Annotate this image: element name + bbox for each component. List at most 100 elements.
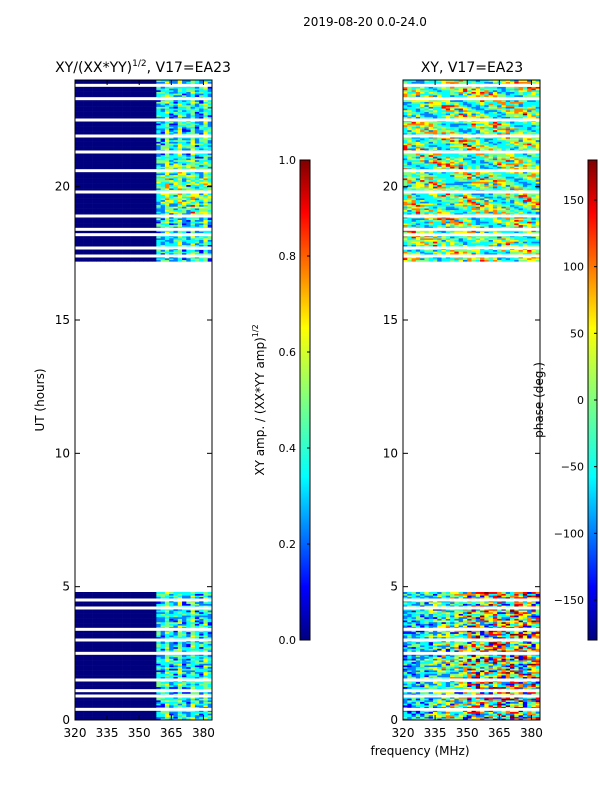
heatmap-cell xyxy=(104,658,110,661)
heatmap-cell xyxy=(100,592,106,594)
heatmap-cell xyxy=(169,129,174,132)
heatmap-cell xyxy=(139,676,144,679)
heatmap-cell xyxy=(199,661,204,664)
heatmap-cell xyxy=(156,156,161,159)
heatmap-cell xyxy=(83,660,89,663)
heatmap-cell xyxy=(194,238,200,240)
heatmap-cell xyxy=(96,611,101,614)
heatmap-cell xyxy=(182,156,187,159)
heatmap-cell xyxy=(152,592,157,594)
heatmap-cell xyxy=(186,671,191,674)
heatmap-cell xyxy=(87,645,93,648)
heatmap-cell xyxy=(117,613,123,616)
heatmap-cell xyxy=(122,596,127,599)
heatmap-cell xyxy=(126,673,131,676)
heatmap-cell xyxy=(122,713,127,716)
heatmap-cell xyxy=(130,595,136,598)
heatmap-cell xyxy=(96,718,101,721)
heatmap-cell xyxy=(117,685,123,688)
heatmap-cell xyxy=(117,620,123,623)
heatmap-cell xyxy=(173,249,179,252)
heatmap-cell xyxy=(130,673,136,676)
heatmap-cell xyxy=(156,203,161,206)
heatmap-cell xyxy=(190,613,196,616)
heatmap-cell xyxy=(160,244,166,247)
heatmap-cell xyxy=(122,208,127,211)
heatmap-cell xyxy=(130,706,136,709)
heatmap-cell xyxy=(83,253,89,255)
heatmap-cell xyxy=(182,646,187,649)
heatmap-cell xyxy=(182,620,187,623)
heatmap-cell xyxy=(134,601,140,604)
heatmap-cell xyxy=(79,179,84,182)
heatmap-cell xyxy=(92,681,97,684)
heatmap-cell xyxy=(134,700,140,703)
heatmap-cell xyxy=(134,236,140,239)
heatmap-cell xyxy=(122,211,127,214)
heatmap-cell xyxy=(79,706,84,709)
heatmap-cell xyxy=(117,621,123,624)
heatmap-cell xyxy=(203,665,209,668)
heatmap-cell xyxy=(87,698,93,701)
heatmap-cell xyxy=(100,239,106,242)
heatmap-cell xyxy=(117,713,123,716)
heatmap-cell xyxy=(194,156,200,159)
heatmap-cell xyxy=(194,623,200,626)
heatmap-cell xyxy=(173,203,179,206)
heatmap-cell xyxy=(126,675,131,678)
heatmap-cell xyxy=(164,166,170,169)
heatmap-cell xyxy=(173,593,179,596)
heatmap-cell xyxy=(173,631,179,634)
heatmap-cell xyxy=(109,658,114,661)
heatmap-cell xyxy=(109,241,114,244)
heatmap-cell xyxy=(147,143,153,146)
heatmap-cell xyxy=(104,685,110,688)
heatmap-cell xyxy=(83,631,89,634)
heatmap-cell xyxy=(177,615,183,618)
heatmap-cell xyxy=(169,706,174,709)
heatmap-cell xyxy=(109,661,114,664)
heatmap-cell xyxy=(134,605,140,608)
heatmap-cell xyxy=(164,623,170,626)
heatmap-cell xyxy=(134,239,140,242)
heatmap-cell xyxy=(96,592,101,594)
heatmap-cell xyxy=(134,650,140,653)
heatmap-cell xyxy=(186,244,191,247)
heatmap-cell xyxy=(75,221,80,224)
heatmap-cell xyxy=(169,620,174,623)
heatmap-cell xyxy=(122,691,127,694)
heatmap-cell xyxy=(130,198,136,201)
heatmap-cell xyxy=(143,174,149,177)
heatmap-cell xyxy=(113,251,119,254)
heatmap-cell xyxy=(194,655,200,658)
heatmap-cell xyxy=(87,608,93,611)
heatmap-cell xyxy=(109,608,114,611)
heatmap-cell xyxy=(160,615,166,618)
heatmap-cell xyxy=(207,603,213,606)
heatmap-cell xyxy=(203,244,209,247)
heatmap-cell xyxy=(75,239,80,242)
heatmap-cell xyxy=(147,253,153,255)
heatmap-cell xyxy=(207,601,213,604)
heatmap-cell xyxy=(156,711,161,714)
heatmap-cell xyxy=(104,701,110,704)
heatmap-cell xyxy=(147,620,153,623)
heatmap-cell xyxy=(177,635,183,638)
heatmap-cell xyxy=(156,621,161,624)
heatmap-cell xyxy=(87,700,93,703)
heatmap-cell xyxy=(96,636,101,639)
heatmap-cell xyxy=(152,671,157,674)
heatmap-cell xyxy=(152,258,157,260)
heatmap-cell xyxy=(182,174,187,177)
heatmap-cell xyxy=(182,129,187,132)
heatmap-cell xyxy=(173,703,179,706)
heatmap-cell xyxy=(152,615,157,618)
heatmap-cell xyxy=(96,184,101,187)
heatmap-cell xyxy=(75,656,80,659)
heatmap-cell xyxy=(100,670,106,673)
heatmap-cell xyxy=(79,166,84,169)
heatmap-cell xyxy=(152,221,157,224)
heatmap-cell xyxy=(96,696,101,699)
heatmap-cell xyxy=(190,238,196,240)
heatmap-cell xyxy=(130,643,136,646)
